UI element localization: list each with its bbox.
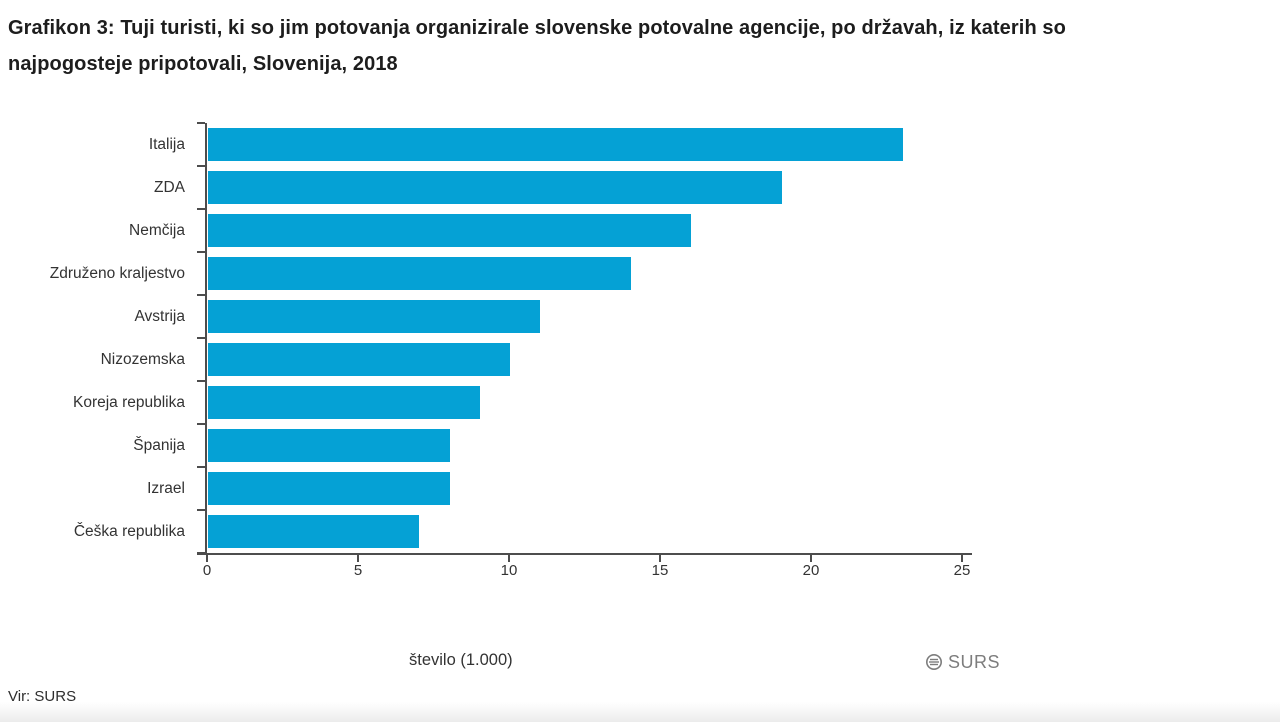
- source-note: Vir: SURS: [8, 688, 77, 705]
- y-axis-tick: [197, 423, 205, 425]
- y-axis-tick: [197, 509, 205, 511]
- y-axis-tick: [197, 122, 205, 124]
- bar-9[interactable]: [208, 472, 450, 505]
- surs-logo-text: SURS: [948, 651, 1001, 672]
- category-label: Nizozemska: [100, 350, 185, 368]
- x-axis-tick: [659, 555, 661, 562]
- x-axis-tick: [206, 555, 208, 562]
- x-axis-tick-label: 5: [353, 562, 363, 579]
- y-axis-tick: [197, 251, 205, 253]
- x-axis-tick: [357, 555, 359, 562]
- x-axis-tick-label: 0: [202, 562, 212, 579]
- category-label: Italija: [148, 135, 185, 153]
- bar-3[interactable]: [208, 214, 691, 247]
- y-axis-tick: [197, 466, 205, 468]
- chart-title-line2: najpogosteje pripotovali, Slovenija, 201…: [8, 53, 398, 75]
- bar-6[interactable]: [208, 343, 510, 376]
- category-label: Izrael: [147, 479, 185, 497]
- x-axis-tick: [508, 555, 510, 562]
- legend-label: število (1.000): [409, 650, 513, 669]
- y-axis-tick: [197, 208, 205, 210]
- x-axis-tick: [961, 555, 963, 562]
- y-axis-tick: [197, 337, 205, 339]
- category-label: Španija: [133, 436, 185, 454]
- bar-5[interactable]: [208, 300, 540, 333]
- category-label: ZDA: [154, 178, 185, 196]
- chart-title: Grafikon 3: Tuji turisti, ki so jim poto…: [8, 10, 1066, 82]
- bar-7[interactable]: [208, 386, 480, 419]
- bar-2[interactable]: [208, 171, 782, 204]
- surs-logo-icon: [926, 654, 942, 670]
- category-label: Koreja republika: [72, 393, 185, 411]
- bar-4[interactable]: [208, 257, 631, 290]
- x-axis-tick-label: 15: [651, 562, 669, 579]
- bar-1[interactable]: [208, 128, 903, 161]
- category-label: Nemčija: [129, 221, 185, 239]
- category-label: Avstrija: [134, 307, 185, 325]
- y-axis-tick: [197, 294, 205, 296]
- x-axis-tick-label: 20: [802, 562, 820, 579]
- legend-marker-icon: [386, 653, 400, 667]
- x-axis-tick: [810, 555, 812, 562]
- category-label: Združeno kraljestvo: [49, 264, 185, 282]
- bar-10[interactable]: [208, 515, 419, 548]
- category-label: Češka republika: [73, 522, 185, 540]
- y-axis-tick: [197, 380, 205, 382]
- x-axis-line: [197, 553, 972, 555]
- y-axis-tick: [197, 552, 205, 554]
- legend[interactable]: število (1.000): [386, 649, 513, 671]
- x-axis-tick-label: 10: [500, 562, 518, 579]
- chart-title-line1: Grafikon 3: Tuji turisti, ki so jim poto…: [8, 17, 1066, 39]
- y-axis-tick: [197, 165, 205, 167]
- surs-logo: SURS: [925, 651, 1000, 673]
- bottom-band: [0, 702, 1280, 722]
- bar-8[interactable]: [208, 429, 450, 462]
- x-axis-tick-label: 25: [953, 562, 971, 579]
- y-axis-line: [205, 123, 207, 555]
